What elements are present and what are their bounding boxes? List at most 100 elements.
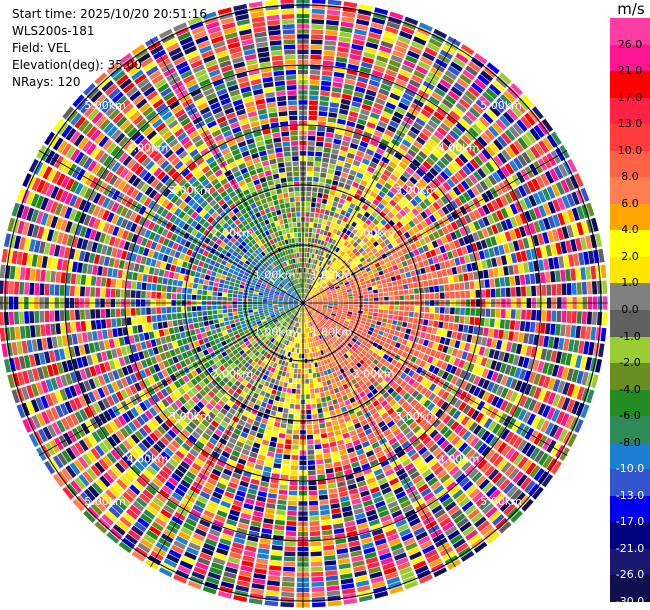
velocity-gate [334,170,342,177]
velocity-gate [352,181,360,189]
velocity-gate [390,186,398,195]
velocity-gate [356,212,363,219]
velocity-gate [500,207,509,219]
velocity-gate [373,272,379,278]
velocity-gate [540,348,548,360]
velocity-gate [308,279,312,284]
velocity-gate [374,60,387,68]
velocity-gate [372,241,379,247]
velocity-gate [397,279,403,285]
velocity-gate [339,491,349,498]
velocity-gate [337,558,350,565]
velocity-gate [513,187,523,200]
velocity-gate [358,184,366,192]
velocity-gate [313,301,318,303]
velocity-gate [475,355,483,365]
velocity-gate [278,402,285,408]
velocity-gate [313,303,318,305]
velocity-gate [327,260,332,266]
velocity-gate [517,239,525,250]
velocity-gate [264,513,275,519]
velocity-gate [337,118,346,125]
velocity-gate [411,208,420,216]
velocity-gate [341,172,349,179]
velocity-gate [405,55,418,64]
velocity-gate [318,303,323,305]
velocity-gate [325,314,330,318]
velocity-gate [312,296,317,300]
velocity-gate [379,116,390,124]
velocity-gate [342,383,349,390]
velocity-gate [309,274,312,279]
velocity-gate [513,157,523,170]
velocity-gate [339,177,347,183]
velocity-gate [429,286,435,293]
velocity-gate [361,250,367,257]
velocity-gate [498,329,504,340]
velocity-gate [383,268,389,274]
velocity-gate [580,187,590,202]
velocity-gate [480,132,492,144]
velocity-gate [400,218,407,226]
velocity-gate [468,373,476,383]
velocity-gate [333,387,340,394]
velocity-gate [278,433,286,439]
velocity-gate [383,309,389,314]
velocity-gate [327,168,335,175]
velocity-gate [441,329,448,337]
velocity-gate [225,325,231,330]
velocity-gate [324,35,337,41]
velocity-gate [307,156,314,162]
velocity-gate [404,16,419,26]
velocity-gate [333,403,340,410]
velocity-gate [397,321,403,327]
velocity-gate [367,36,380,45]
velocity-gate [397,73,409,83]
velocity-gate [307,141,315,146]
velocity-gate [319,101,329,107]
velocity-gate [318,234,323,240]
velocity-gate [366,318,372,323]
velocity-gate [359,234,366,241]
velocity-gate [563,255,570,268]
velocity-gate [404,253,411,260]
velocity-gate [436,126,448,137]
velocity-gate [379,241,387,248]
velocity-gate [359,323,365,328]
velocity-gate [350,282,356,286]
velocity-gate [317,296,322,299]
velocity-gate [373,312,378,317]
velocity-gate [480,239,488,249]
velocity-gate [341,288,347,292]
velocity-gate [320,240,325,246]
velocity-gate [309,291,313,296]
velocity-gate [489,158,499,170]
velocity-gate [498,351,505,362]
velocity-gate [433,320,439,328]
velocity-gate [395,325,402,332]
velocity-gate [370,264,376,270]
velocity-gate [404,346,411,353]
velocity-gate [542,232,550,244]
velocity-gate [431,191,440,201]
velocity-gate [571,223,579,237]
velocity-gate [317,286,322,290]
velocity-gate [367,315,373,320]
velocity-gate [358,3,373,12]
velocity-gate [339,449,347,456]
velocity-gate [283,449,291,455]
velocity-gate [400,26,415,35]
velocity-gate [335,61,347,68]
velocity-gate [491,371,499,382]
velocity-gate [413,282,419,288]
velocity-gate [349,232,355,239]
velocity-gate [267,451,275,458]
velocity-gate [309,500,319,506]
velocity-gate [404,223,412,231]
velocity-gate [399,143,409,152]
velocity-gate [420,253,427,261]
velocity-gate [339,103,350,110]
velocity-gate [209,340,216,347]
velocity-gate [337,291,342,295]
velocity-gate [493,267,499,277]
